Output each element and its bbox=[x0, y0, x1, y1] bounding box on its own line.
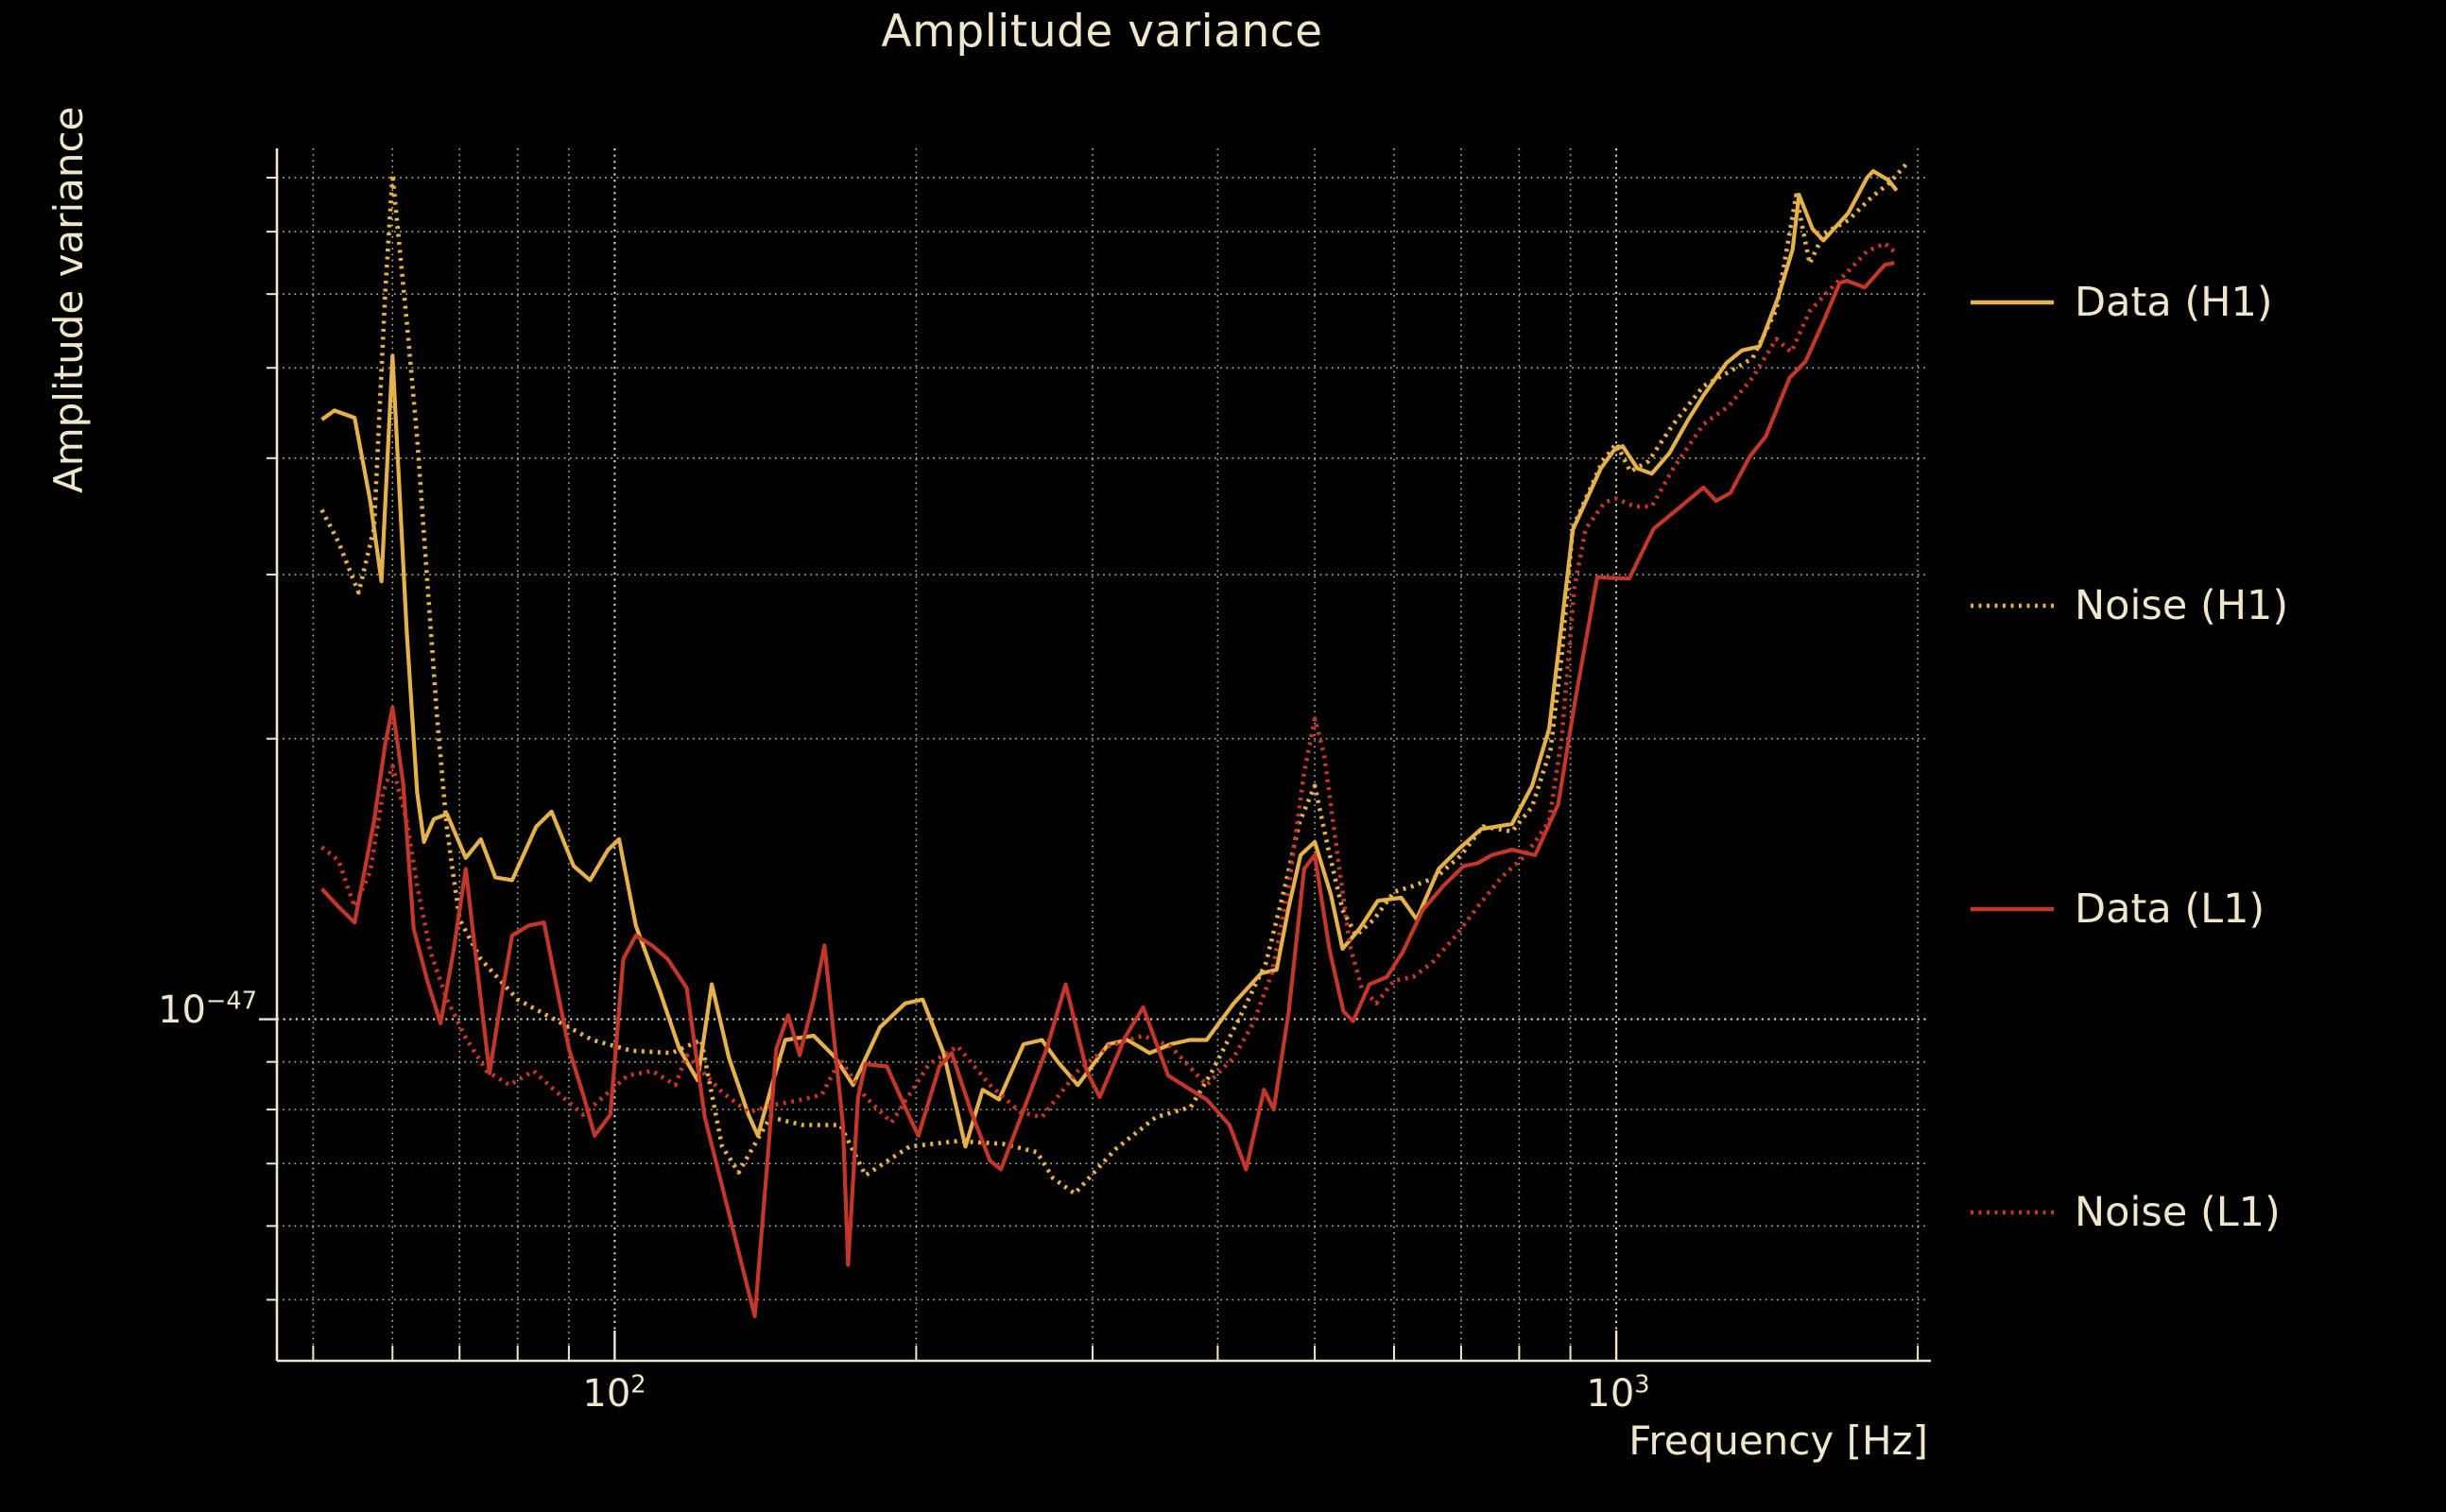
x-tick-label-1000: 103 bbox=[1542, 1372, 1694, 1416]
x-tick-base: 10 bbox=[1586, 1372, 1635, 1416]
legend-item-noise-h1: Noise (H1) bbox=[1971, 577, 2288, 634]
legend-swatch-solid-gold-icon bbox=[1971, 300, 2054, 305]
x-tick-label-100: 102 bbox=[539, 1372, 690, 1416]
x-tick-base: 10 bbox=[582, 1372, 631, 1416]
x-axis-label: Frequency [Hz] bbox=[1628, 1418, 1928, 1464]
chart-title: Amplitude variance bbox=[881, 6, 1323, 58]
legend-label: Noise (L1) bbox=[2075, 1189, 2281, 1236]
y-tick-base: 10 bbox=[158, 988, 206, 1032]
x-tick-exponent: 3 bbox=[1634, 1370, 1650, 1400]
series-line-data-h1 bbox=[320, 169, 1899, 1149]
y-tick-exponent: −47 bbox=[205, 987, 257, 1016]
y-axis-label: Amplitude variance bbox=[45, 106, 92, 493]
legend-label: Data (H1) bbox=[2075, 279, 2273, 326]
series-line-noise-h1 bbox=[319, 162, 1909, 1196]
legend-swatch-dotted-gold-icon bbox=[1971, 603, 2054, 609]
series-group bbox=[319, 162, 1909, 1318]
x-tick-exponent: 2 bbox=[630, 1370, 646, 1400]
legend-item-data-h1: Data (H1) bbox=[1971, 274, 2273, 331]
y-tick-label-1e-47: 10−47 bbox=[91, 988, 257, 1032]
legend-swatch-solid-red-icon bbox=[1971, 906, 2054, 912]
legend-swatch-dotted-red-icon bbox=[1971, 1210, 2054, 1215]
legend-item-data-l1: Data (L1) bbox=[1971, 881, 2265, 937]
series-line-data-l1 bbox=[319, 261, 1895, 1318]
legend-item-noise-l1: Noise (L1) bbox=[1971, 1184, 2281, 1241]
legend-label: Data (L1) bbox=[2075, 885, 2265, 933]
legend-label: Noise (H1) bbox=[2075, 582, 2289, 629]
